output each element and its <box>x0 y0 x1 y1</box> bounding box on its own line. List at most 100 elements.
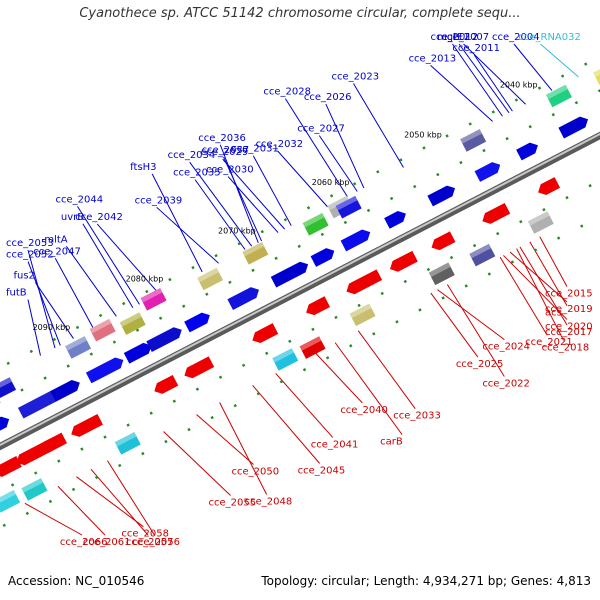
track-dash <box>556 236 561 240</box>
leader-line <box>151 173 203 273</box>
track-dash <box>126 423 130 427</box>
track-dash <box>210 415 214 420</box>
reverse-gene-label: cce_2022 <box>482 378 530 389</box>
leader-line <box>463 43 526 105</box>
reverse-gene <box>306 296 331 316</box>
track-dash <box>445 134 449 138</box>
kbp-tick-label: 2040 kbp <box>500 81 538 90</box>
track-dash <box>57 459 61 463</box>
track-dash <box>565 196 569 200</box>
reverse-gene-label: cce_2057 <box>126 537 174 548</box>
track-dash <box>334 315 338 320</box>
track-dash <box>89 352 93 356</box>
reverse-gene-label: cce_2045 <box>298 465 346 476</box>
leader-line <box>318 135 358 192</box>
track-dash <box>436 172 440 177</box>
track-dash <box>306 206 311 210</box>
track-dash <box>519 219 523 224</box>
track-dash <box>395 320 399 324</box>
track-dash <box>10 483 15 487</box>
forward-gene <box>0 416 10 441</box>
track-dash <box>441 296 445 300</box>
leader-line <box>156 206 220 264</box>
forward-gene-label: cce_2053 <box>6 238 54 249</box>
reverse-gene <box>482 202 511 224</box>
forward-gene <box>384 211 406 229</box>
forward-gene <box>123 342 152 364</box>
reverse-gene <box>71 413 103 437</box>
track-dash <box>472 243 477 248</box>
track-dash <box>98 313 103 318</box>
forward-gene <box>474 162 501 182</box>
leader-line <box>430 292 479 358</box>
forward-feature-box <box>335 195 362 219</box>
track-dash <box>237 241 241 246</box>
track-dash <box>265 351 269 355</box>
track-dash <box>158 316 163 320</box>
reverse-gene-label: cce_2058 <box>121 529 169 540</box>
leader-line <box>539 236 568 287</box>
forward-gene-label: cce_2027 <box>297 123 345 134</box>
forward-gene <box>85 357 124 384</box>
leader-line <box>54 258 94 329</box>
track-dash <box>353 182 357 186</box>
track-dash <box>172 399 176 403</box>
forward-feature-box <box>0 377 17 400</box>
leader-line <box>458 43 510 114</box>
kbp-tick-label: 2090 kbp <box>33 323 71 332</box>
forward-gene-label: cce_2013 <box>409 53 457 64</box>
track-dash <box>141 451 145 456</box>
leader-line <box>82 223 134 309</box>
reverse-gene <box>41 432 68 453</box>
leader-line <box>252 385 321 464</box>
track-dash <box>376 170 380 174</box>
track-dash <box>2 523 6 528</box>
reverse-gene-label: cce_2055 <box>209 498 257 509</box>
forward-gene-label: uvrB <box>61 212 84 223</box>
leader-line <box>284 98 348 197</box>
track-dash <box>256 391 261 396</box>
forward-gene-label: cce_2029 <box>201 147 249 158</box>
track-dash <box>168 277 172 282</box>
forward-gene-label: mgtE1 <box>437 32 470 43</box>
track-dash <box>94 475 99 480</box>
track-dash <box>6 361 10 366</box>
reverse-feature-box <box>272 348 299 371</box>
leader-line <box>353 83 404 168</box>
track-dash <box>288 339 292 344</box>
leader-line <box>509 251 568 303</box>
reverse-gene <box>184 356 215 379</box>
track-dash <box>187 427 191 432</box>
track-dash <box>464 284 468 288</box>
reverse-feature-box <box>349 303 376 327</box>
forward-gene-label: cce_2032 <box>256 139 304 150</box>
leader-line <box>222 158 286 230</box>
leader-line <box>252 155 292 226</box>
forward-gene-label: cce_2028 <box>263 87 311 98</box>
track-dash <box>233 403 237 408</box>
track-dash <box>380 291 384 296</box>
track-dash <box>449 255 454 260</box>
leader-line <box>77 206 140 305</box>
track-dash <box>357 303 361 308</box>
reverse-gene-label: cce_2025 <box>456 359 504 370</box>
kbp-tick-label: 2070 kbp <box>218 227 256 236</box>
leader-line <box>90 468 149 536</box>
reverse-gene-label: carB <box>380 437 403 448</box>
track-dash <box>218 375 223 379</box>
track-dash <box>311 327 315 332</box>
reverse-feature-box <box>527 211 554 234</box>
forward-gene-label: cce_2011 <box>452 43 500 54</box>
track-dash <box>260 230 264 234</box>
forward-gene <box>17 390 60 419</box>
track-dash <box>574 101 579 105</box>
leader-line <box>540 43 579 78</box>
track-dash <box>241 363 246 367</box>
track-dash <box>251 268 255 272</box>
reverse-gene-label: cce_2020 <box>545 321 593 332</box>
forward-gene-label: cce_2052 <box>6 249 54 260</box>
track-dash <box>413 184 417 189</box>
kbp-tick-label: 2050 kbp <box>404 130 442 139</box>
forward-feature-box <box>89 318 116 342</box>
